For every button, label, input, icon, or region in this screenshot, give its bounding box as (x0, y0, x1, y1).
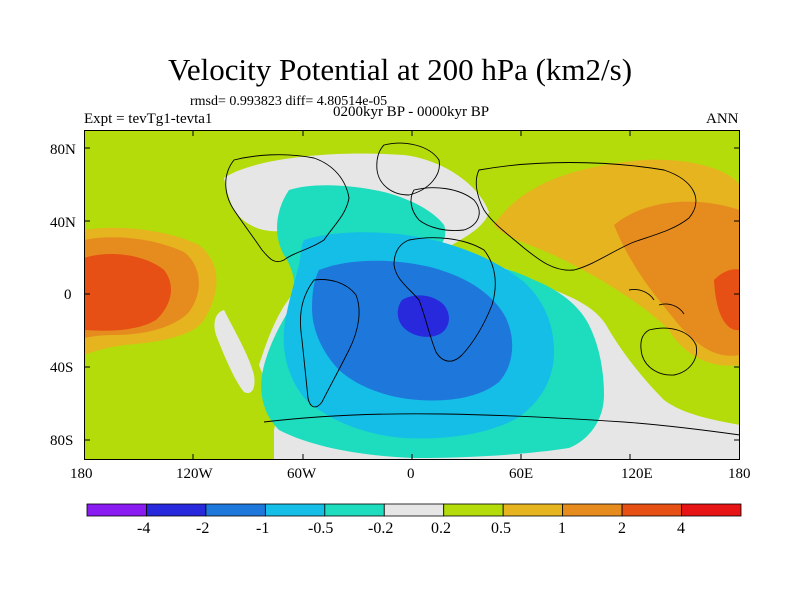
asia-coast (475, 162, 697, 271)
colorbar-box (443, 503, 504, 517)
australia-coast (640, 327, 697, 376)
strong-positive-region-east (614, 201, 740, 356)
lat-tick-40s: 40S (50, 360, 74, 376)
colorbar-box (205, 503, 266, 517)
velocity-potential-map (84, 130, 740, 460)
colorbar-label: -0.2 (368, 520, 394, 537)
maritime-continent-coast (628, 289, 685, 315)
lon-tick-60w: 60W (287, 466, 317, 482)
colorbar-box (324, 503, 385, 517)
lon-tick-180e: 180 (728, 466, 751, 482)
colorbar-box (86, 503, 147, 517)
colorbar-box (681, 503, 742, 517)
greenland-coast (376, 142, 440, 196)
colorbar-label: 4 (677, 520, 685, 537)
season-label: ANN (706, 111, 739, 127)
colorbar-box (146, 503, 207, 517)
plot-title: Velocity Potential at 200 hPa (km2/s) (167, 52, 633, 87)
colorbar-box (562, 503, 623, 517)
coastlines (225, 142, 740, 436)
max-positive-region-west (84, 254, 171, 331)
stats-label: rmsd= 0.993823 diff= 4.80514e-05 (190, 94, 388, 109)
lat-tick-0: 0 (64, 287, 72, 303)
colorbar-label: 2 (618, 520, 626, 537)
lon-tick-120e: 120E (621, 466, 653, 482)
colorbar (86, 503, 742, 517)
neutral-tongue-pacific (214, 310, 255, 394)
colorbar-label: -1 (256, 520, 270, 537)
colorbar-box (502, 503, 564, 517)
lat-tick-80n: 80N (50, 142, 76, 158)
colorbar-label: 1 (558, 520, 566, 537)
colorbar-label: 0.5 (491, 520, 511, 537)
lat-tick-40n: 40N (50, 215, 76, 231)
max-positive-region-east (714, 269, 740, 331)
lon-tick-60e: 60E (509, 466, 534, 482)
lat-tick-80s: 80S (50, 433, 74, 449)
lon-tick-180w: 180 (70, 466, 93, 482)
colorbar-box (264, 503, 326, 517)
lon-tick-120w: 120W (176, 466, 213, 482)
north-america-coast (225, 154, 350, 263)
south-america-coast (299, 279, 360, 408)
colorbar-label: -2 (196, 520, 210, 537)
min-negative-region (397, 295, 449, 337)
lon-tick-0: 0 (407, 466, 415, 482)
antarctica-coast (263, 413, 740, 436)
colorbar-label: -4 (137, 520, 151, 537)
map-ticks (84, 130, 740, 460)
colorbar-label: 0.2 (431, 520, 451, 537)
colorbar-label: -0.5 (308, 520, 334, 537)
colorbar-box (621, 503, 682, 517)
experiment-label: Expt = tevTg1-tevta1 (84, 111, 213, 127)
europe-coast (410, 187, 480, 231)
period-label: 0200kyr BP - 0000kyr BP (332, 104, 490, 120)
africa-coast (393, 237, 496, 362)
colorbar-box (383, 503, 445, 517)
